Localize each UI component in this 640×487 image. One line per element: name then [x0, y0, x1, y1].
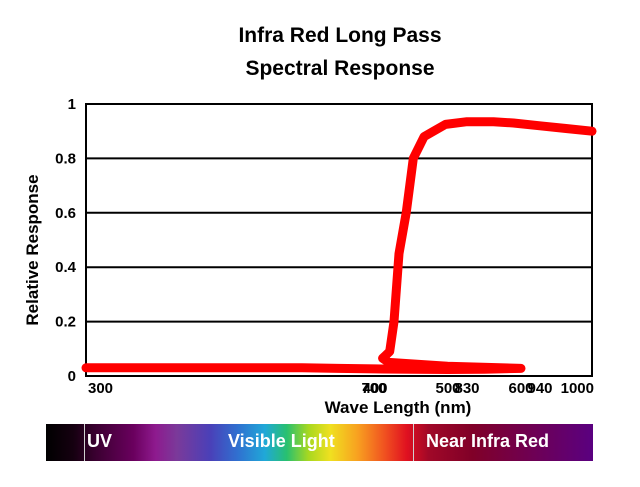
- y-tick-label: 0.8: [55, 150, 76, 167]
- x-tick-label: 300: [88, 380, 113, 397]
- x-tick-label: 940: [527, 380, 552, 397]
- x-tick-label: 1000: [561, 380, 594, 397]
- x-tick-label: 830: [454, 380, 479, 397]
- visible-light-band-label: Visible Light: [228, 431, 335, 451]
- y-axis-label: Relative Response: [23, 174, 42, 325]
- x-tick-label: 600: [508, 380, 533, 397]
- uv-band-divider: [84, 424, 85, 461]
- y-axis-ticks: 0 0.2 0.4 0.6 0.8 1: [55, 96, 77, 385]
- y-tick-label: 0.6: [55, 205, 76, 222]
- near-ir-band-divider: [413, 424, 414, 461]
- y-tick-label: 0: [68, 368, 76, 385]
- electromagnetic-spectrum-bar: [46, 424, 593, 461]
- x-axis-label: Wave Length (nm): [325, 398, 472, 417]
- chart-subtitle: Spectral Response: [245, 57, 435, 80]
- y-tick-label: 1: [68, 96, 76, 113]
- x-axis-ticks: 300 400 500 600 700 830 940 1000: [88, 380, 594, 397]
- y-tick-label: 0.2: [55, 314, 76, 331]
- chart-title: Infra Red Long Pass: [238, 24, 442, 47]
- x-tick-label: 700: [361, 380, 386, 397]
- uv-band-label: UV: [87, 431, 113, 451]
- plot-frame: [85, 103, 593, 377]
- near-infra-red-band-label: Near Infra Red: [426, 431, 550, 451]
- x-tick-label: 500: [435, 380, 460, 397]
- series-line-response: [81, 117, 597, 374]
- gridlines: [86, 157, 592, 323]
- y-tick-label: 0.4: [55, 259, 77, 276]
- x-tick-label: 400: [362, 380, 387, 397]
- spectrum-gradient: [46, 424, 593, 461]
